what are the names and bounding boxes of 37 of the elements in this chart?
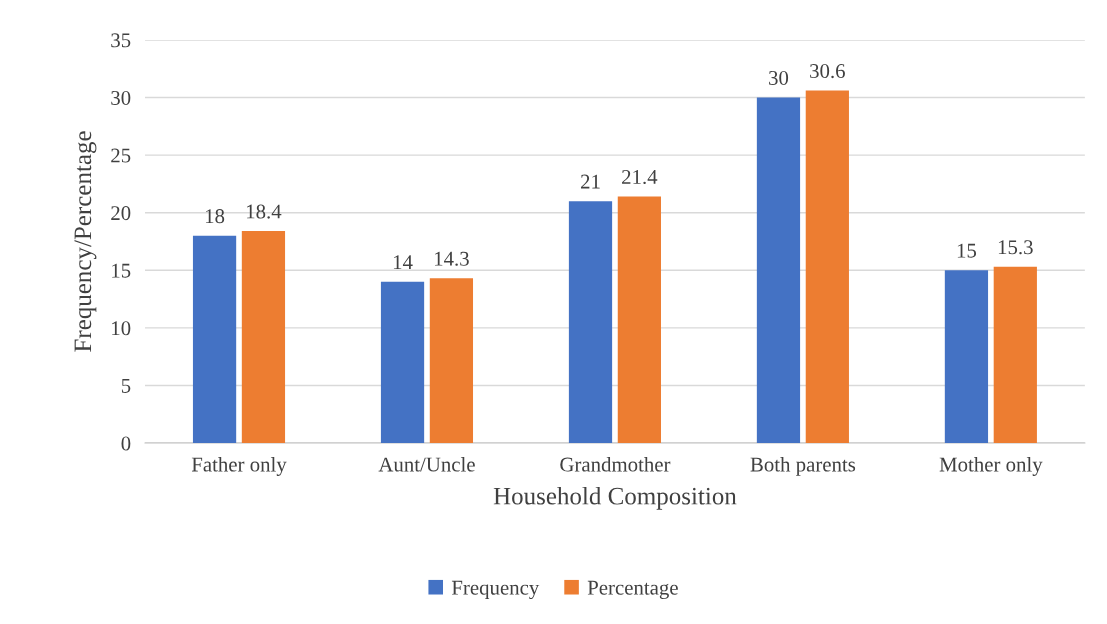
- bar: [568, 201, 613, 444]
- data-label: 21.4: [622, 170, 658, 185]
- legend-label: Percentage: [587, 580, 678, 600]
- bar: [241, 231, 286, 444]
- x-tick-label: Father only: [191, 456, 287, 476]
- data-label: 18.4: [247, 204, 282, 219]
- x-tick-label: Aunt/Uncle: [378, 456, 475, 472]
- x-tick-label: Both parents: [750, 456, 856, 476]
- y-tick-label: 25: [111, 148, 131, 163]
- bar: [429, 278, 474, 444]
- data-label: 14.3: [435, 251, 469, 266]
- x-tick-label: Grandmother: [560, 456, 671, 472]
- y-tick-label: 10: [112, 321, 131, 336]
- x-tick-label: Mother only: [939, 456, 1043, 476]
- data-label: 15: [957, 243, 977, 258]
- data-label: 30: [769, 70, 789, 85]
- bar: [805, 90, 849, 444]
- y-tick-label: 15: [112, 263, 131, 278]
- y-tick-label: 30: [111, 90, 131, 105]
- y-axis-title: Frequency/Percentage: [74, 131, 97, 352]
- bar: [944, 270, 989, 444]
- y-tick-label: 5: [121, 379, 131, 393]
- data-label: 14: [393, 255, 413, 270]
- legend-label: Frequency: [451, 580, 540, 600]
- bar: [192, 235, 237, 444]
- y-tick-label: 0: [121, 436, 131, 451]
- bar: [756, 97, 801, 444]
- data-label: 18: [205, 209, 225, 224]
- bar: [617, 196, 661, 444]
- y-tick-label: 20: [111, 206, 131, 221]
- bar: [380, 281, 425, 444]
- x-axis-title: Household Composition: [493, 486, 737, 510]
- data-label: 15.3: [998, 240, 1033, 255]
- bar: [993, 266, 1037, 444]
- y-tick-label: 35: [111, 33, 131, 48]
- data-label: 30.6: [810, 63, 845, 79]
- data-label: 21: [581, 174, 600, 189]
